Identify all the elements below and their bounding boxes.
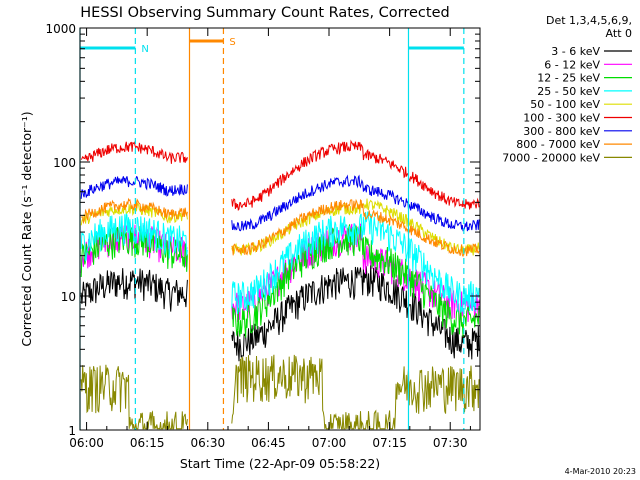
series-line-4 [80, 211, 480, 315]
legend-header-line1: Det 1,3,4,5,6,9, [546, 14, 632, 27]
legend-label-9: 7000 - 20000 keV [502, 151, 600, 164]
y-tick-label-4: 1000 [45, 22, 76, 36]
x-axis-label: Start Time (22-Apr-09 05:58:22) [180, 456, 380, 471]
legend-label-4: 25 - 50 keV [537, 85, 600, 98]
legend-label-5: 50 - 100 keV [530, 98, 600, 111]
chart-title: HESSI Observing Summary Count Rates, Cor… [80, 5, 449, 21]
series-line-1 [80, 265, 480, 362]
y-tick-label-2: 10 [61, 290, 76, 304]
legend-label-3: 12 - 25 keV [537, 72, 600, 85]
series-line-6 [80, 139, 480, 211]
legend-label-7: 300 - 800 keV [523, 125, 600, 138]
legend-header-line2: Att 0 [606, 27, 632, 40]
x-tick-label-7: 07:30 [433, 436, 468, 450]
y-tick-label-3: 100 [53, 156, 76, 170]
annotations-layer: NS [79, 28, 465, 430]
series-line-9 [80, 354, 480, 430]
legend-label-2: 6 - 12 keV [544, 58, 600, 71]
plot-frame [79, 27, 481, 431]
x-tick-label-3: 06:30 [191, 436, 226, 450]
plot-area [80, 139, 480, 430]
legend-label-1: 3 - 6 keV [551, 45, 600, 58]
y-tick-label-1: 1 [68, 424, 76, 438]
y-axis-label: Corrected Count Rate (s⁻¹ detector⁻¹) [19, 111, 34, 346]
x-tick-label-1: 06:00 [69, 436, 104, 450]
series-line-8 [80, 197, 480, 258]
footer-date: 4-Mar-2010 20:23 [565, 467, 636, 476]
annotation-label-2: S [229, 37, 235, 48]
series-line-7 [80, 174, 480, 232]
x-tick-label-2: 06:15 [130, 436, 165, 450]
legend-label-8: 800 - 7000 keV [516, 138, 600, 151]
ticks-layer: 06:00 06:15 06:30 06:45 07:00 07:15 07:30 1 10 10… [45, 22, 480, 450]
x-tick-label-5: 07:00 [312, 436, 347, 450]
x-tick-label-6: 07:15 [372, 436, 407, 450]
legend-label-6: 100 - 300 keV [523, 112, 600, 125]
x-tick-label-4: 06:45 [251, 436, 286, 450]
annotation-label-1: N [141, 44, 148, 55]
